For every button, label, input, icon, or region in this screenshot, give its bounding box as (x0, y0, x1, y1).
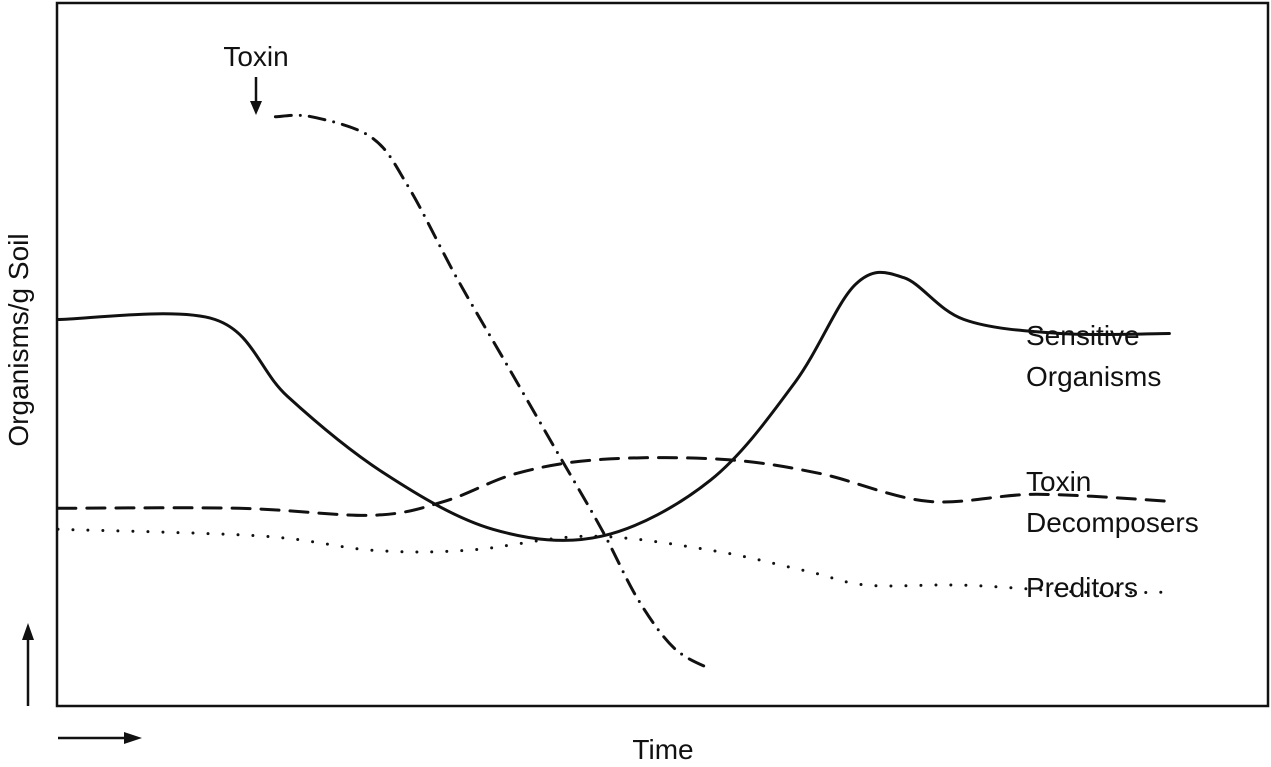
toxin-annotation-arrowhead (250, 101, 262, 115)
toxin-annotation: Toxin (223, 41, 289, 115)
x-axis-arrow (58, 732, 142, 744)
series-line-toxin-decomposers (56, 456, 1171, 517)
series-line-preditors (56, 527, 1171, 595)
legend: Sensitive Organisms Toxin Decomposers Pr… (1026, 320, 1199, 603)
legend-toxin-decomposers-line-2: Decomposers (1026, 507, 1199, 538)
y-axis-label: Organisms/g Soil (3, 233, 34, 446)
x-axis-label: Time (632, 734, 693, 765)
series-line-sensitive-organisms (56, 270, 1171, 542)
legend-sensitive-organisms-line-1: Sensitive (1026, 320, 1140, 351)
series-layer (56, 113, 1171, 671)
legend-toxin-decomposers-line-1: Toxin (1026, 466, 1091, 497)
toxin-annotation-label: Toxin (223, 41, 288, 72)
legend-sensitive-organisms-line-2: Organisms (1026, 361, 1161, 392)
series-line-toxin (273, 113, 712, 671)
legend-preditors: Preditors (1026, 572, 1138, 603)
x-axis-arrowhead (124, 732, 142, 744)
y-axis-arrow (22, 623, 34, 706)
plot-frame (55, 1, 1270, 708)
y-axis-arrowhead (22, 623, 34, 640)
